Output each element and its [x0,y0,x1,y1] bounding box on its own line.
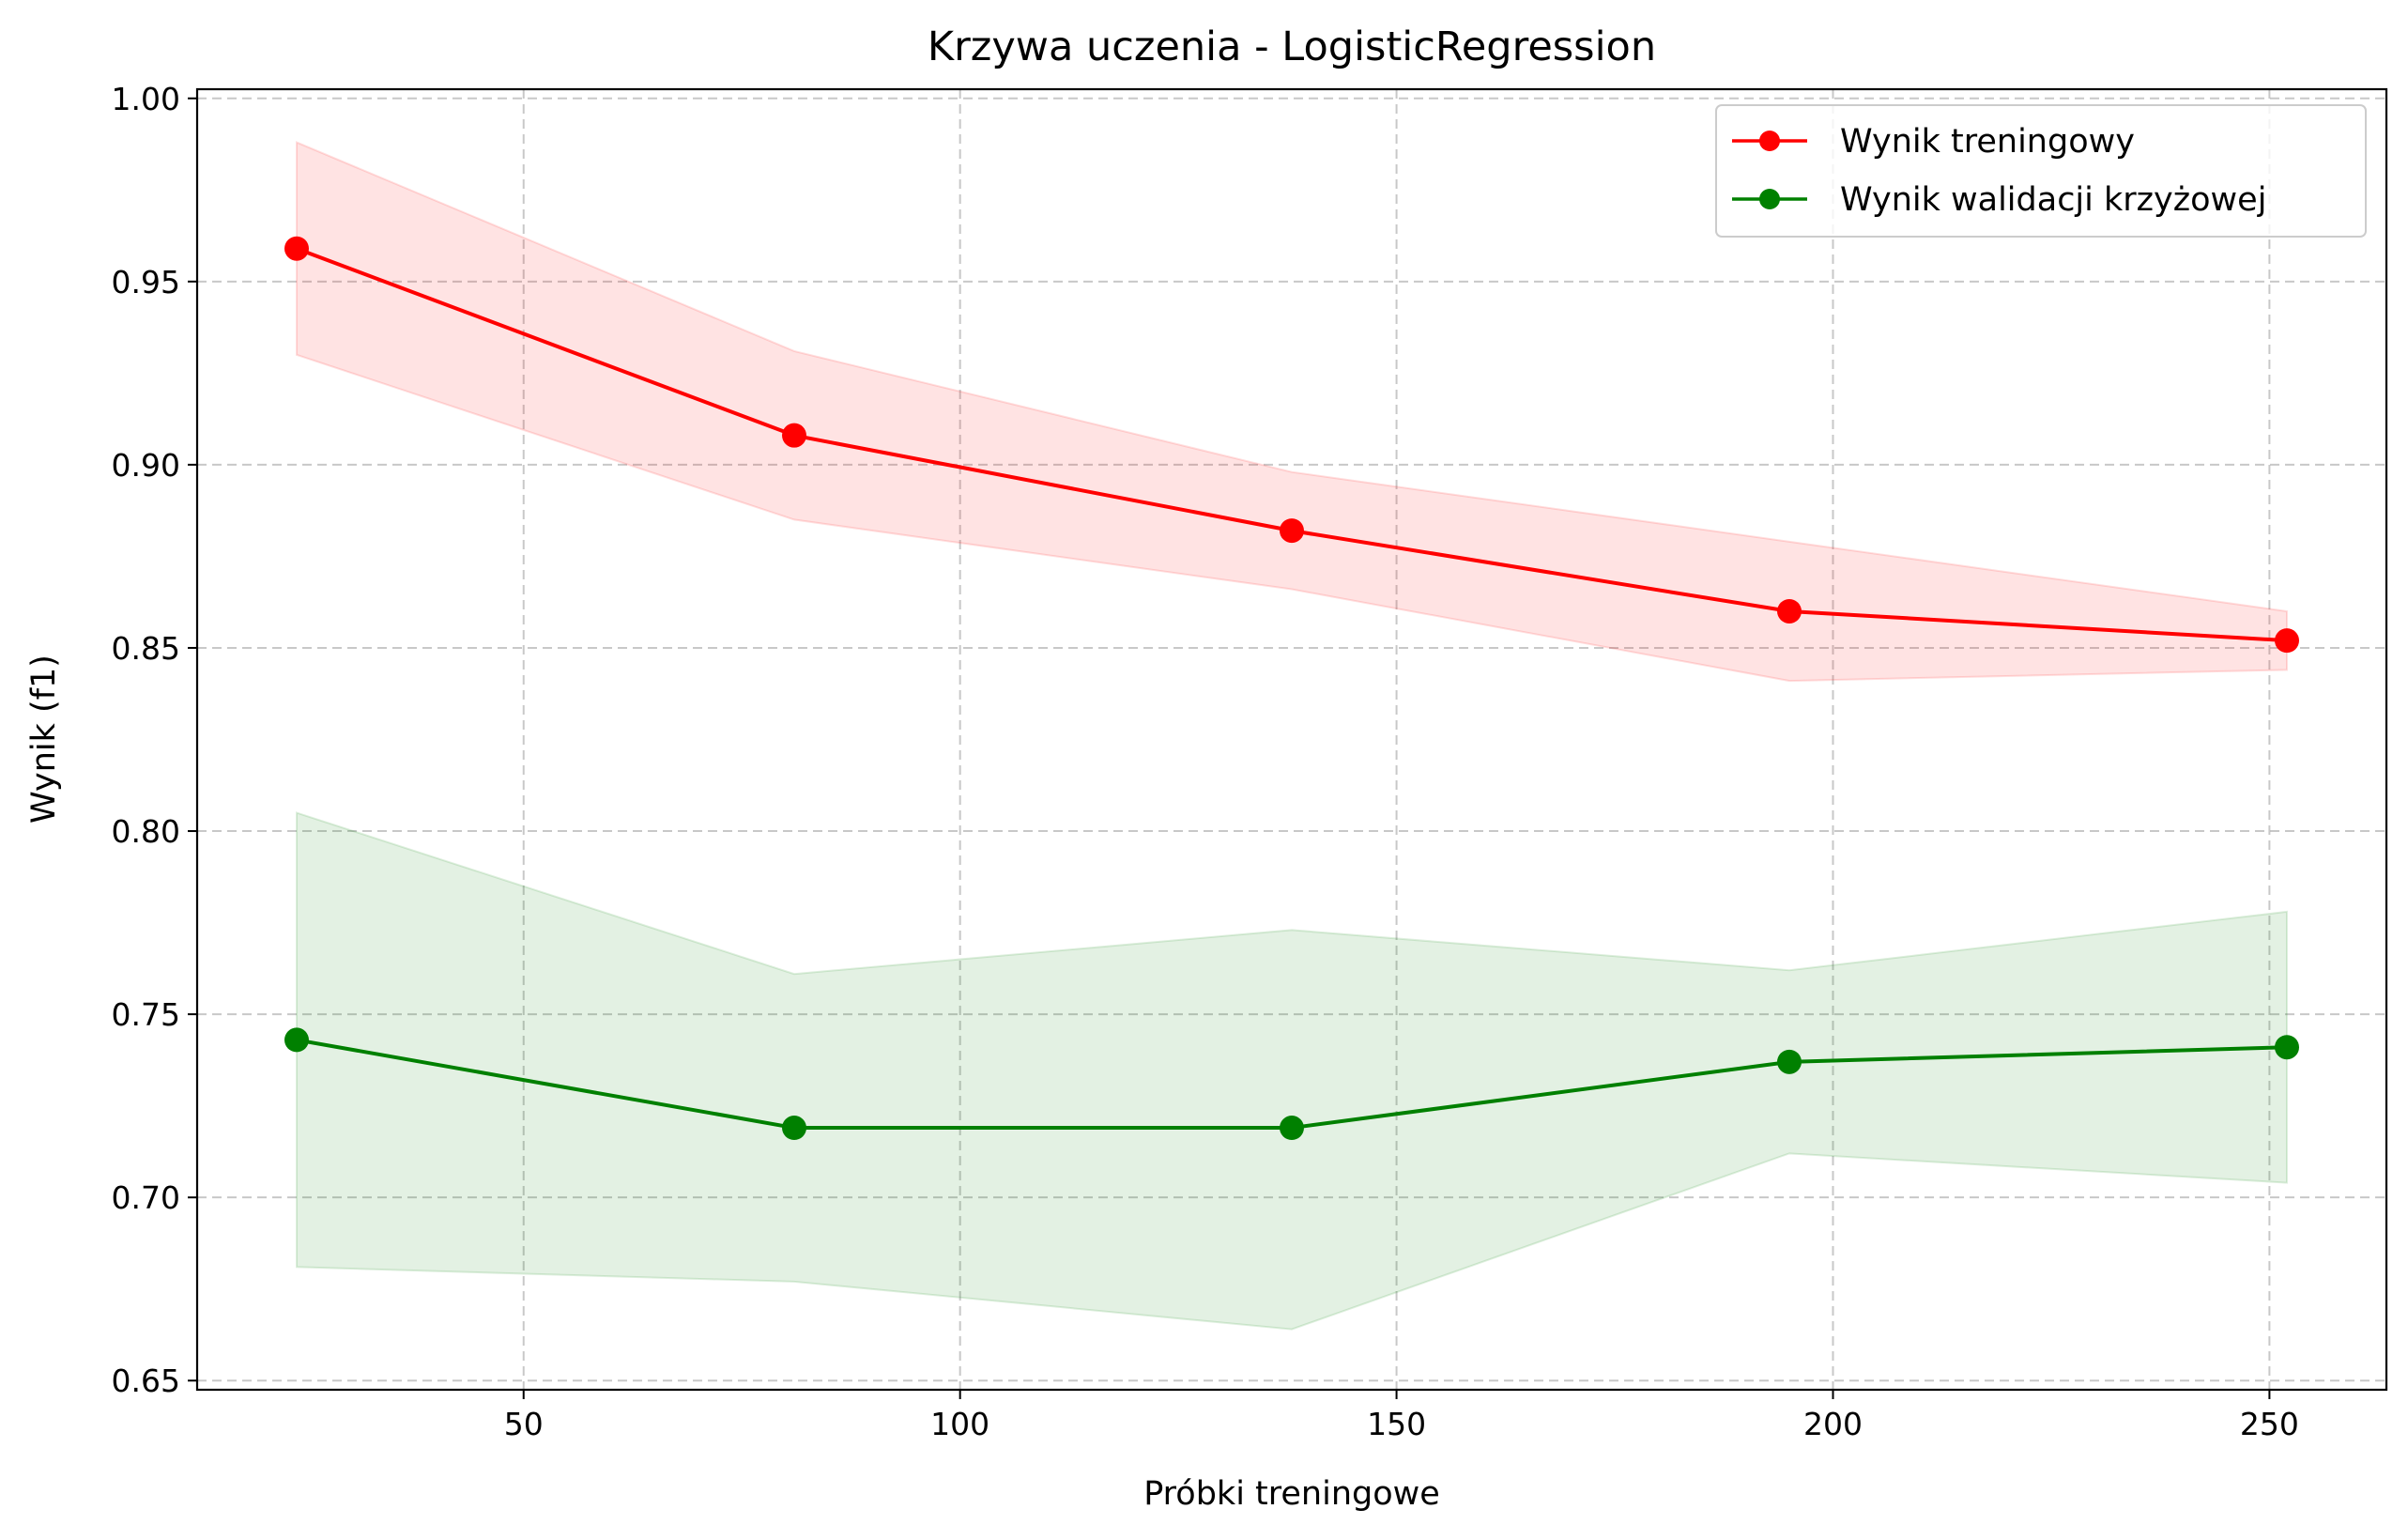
y-axis-label: Wynik (f1) [25,654,63,824]
data-point-series-0 [1777,598,1802,624]
x-tick-label: 50 [504,1406,544,1442]
x-tick-label: 150 [1367,1406,1426,1442]
data-point-series-1 [1777,1049,1802,1074]
x-tick-label: 250 [2240,1406,2299,1442]
y-tick-label: 0.75 [112,996,180,1033]
y-tick-label: 0.80 [112,813,180,850]
legend: Wynik treningowy Wynik walidacji krzyżow… [1715,104,2367,238]
y-tick-label: 0.85 [112,630,180,667]
legend-marker-validation [1759,189,1780,209]
data-point-series-1 [782,1116,806,1141]
legend-marker-train [1759,131,1780,151]
data-point-series-0 [2275,628,2299,654]
y-tick-label: 0.70 [112,1179,180,1216]
x-tick-label: 200 [1803,1406,1863,1442]
y-tick-label: 0.65 [112,1363,180,1399]
plot-area-frame [195,87,2388,1392]
grid-lines [197,89,2386,1390]
chart-title: Krzywa uczenia - LogisticRegression [928,23,1656,70]
legend-entry-validation: Wynik walidacji krzyżowej [1732,181,2266,219]
confidence-band-series-0 [296,141,2288,683]
data-point-series-0 [284,236,309,261]
data-point-series-1 [1280,1116,1304,1141]
legend-entry-train: Wynik treningowy [1732,123,2135,161]
data-point-series-1 [2275,1035,2299,1060]
data-point-series-0 [782,423,806,448]
x-axis-ticks: 50 100 150 200 250 [504,1390,2299,1442]
legend-label-train: Wynik treningowy [1840,123,2135,161]
series-markers [284,236,2299,1141]
y-tick-label: 0.95 [112,264,180,300]
data-point-series-0 [1280,518,1304,544]
confidence-bands [296,141,2288,1331]
confidence-band-series-1 [296,811,2288,1331]
legend-label-validation: Wynik walidacji krzyżowej [1840,181,2266,219]
x-axis-label: Próbki treningowe [1143,1475,1440,1513]
x-tick-label: 100 [930,1406,989,1442]
y-tick-label: 0.90 [112,447,180,484]
y-axis-ticks: 0.65 0.70 0.75 0.80 0.85 0.90 0.95 1.00 [112,81,197,1399]
legend-box [1715,104,2367,238]
data-point-series-1 [284,1027,309,1053]
y-tick-label: 1.00 [112,81,180,117]
